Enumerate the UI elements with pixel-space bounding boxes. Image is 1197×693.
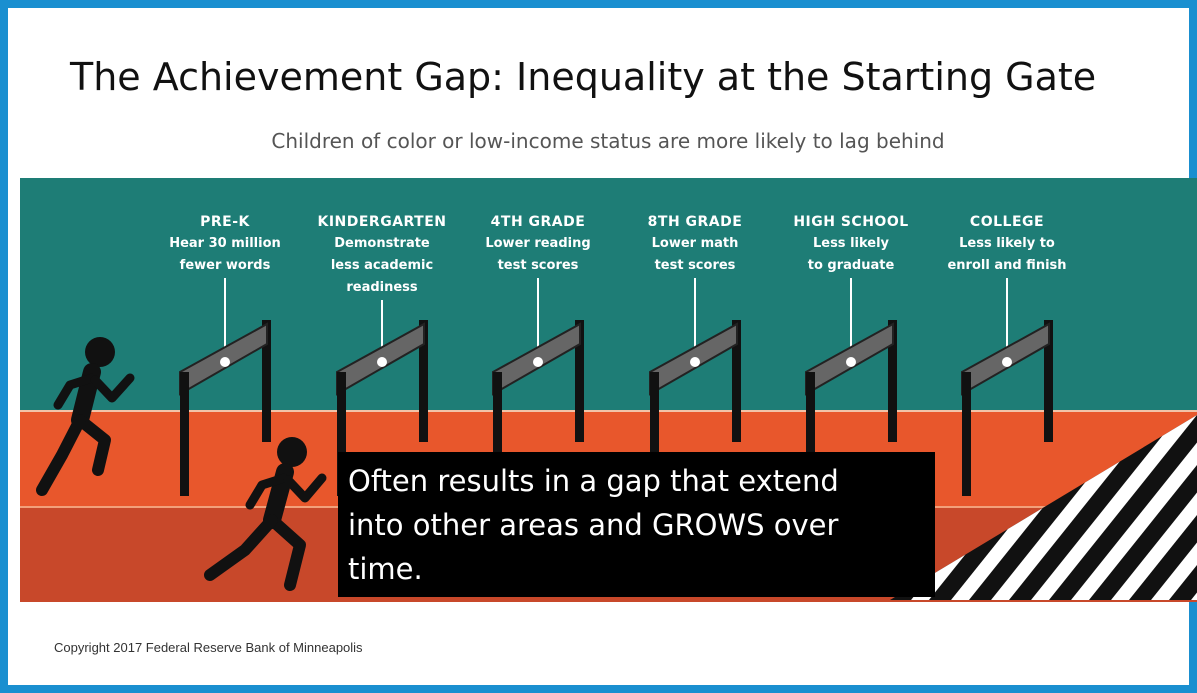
callout: Often results in a gap that extend into o… [348,464,839,586]
title: The Achievement Gap: Inequality at the S… [69,55,1096,99]
callout-box [338,452,935,597]
hurdle-post [262,320,271,442]
hurdle-post [650,372,659,496]
pointer-dot [1002,357,1012,367]
stage-description: to graduate [808,258,895,273]
stage-description: test scores [655,258,736,273]
pointer-dot [377,357,387,367]
stage-description: enroll and finish [947,258,1066,273]
stage-heading: PRE-K [200,214,250,230]
callout-text: into other areas and GROWS over [348,508,839,542]
hurdle-post [806,372,815,496]
hurdle-post [493,372,502,496]
stage-description: less academic [331,258,433,273]
pointer-dot [690,357,700,367]
hurdles: PRE-K Hear 30 million fewer words KINDERGAR… [169,214,1067,496]
stage-heading: HIGH SCHOOL [793,214,908,230]
callout-text: Often results in a gap that extend [348,464,839,498]
pointer-dot [846,357,856,367]
runner [204,437,327,591]
stage-description: readiness [346,280,418,295]
stage-heading: 8TH GRADE [648,214,743,230]
stage-description: Less likely to [959,236,1055,251]
stage-description: Demonstrate [334,236,430,251]
pointer-dot [533,357,543,367]
hurdle-post [575,320,584,442]
runner [36,337,135,496]
stage-description: Lower math [652,236,739,251]
stage-description: Hear 30 million [169,236,281,251]
callout-text: time. [348,552,423,586]
stage-description: Lower reading [485,236,590,251]
hurdle-post [180,372,189,496]
stage-heading: KINDERGARTEN [317,214,446,230]
copyright: Copyright 2017 Federal Reserve Bank of M… [54,640,363,655]
stage-description: Less likely [813,236,890,251]
pointer-dot [220,357,230,367]
hurdle-post [732,320,741,442]
hurdle-post [337,372,346,496]
stage-description: fewer words [180,258,271,273]
hurdle-post [1044,320,1053,442]
subtitle: Children of color or low-income status a… [271,129,944,153]
hurdle-post [962,372,971,496]
stage-heading: COLLEGE [970,214,1044,230]
hurdle-post [419,320,428,442]
hurdle-post [888,320,897,442]
stage-description: test scores [498,258,579,273]
stage-heading: 4TH GRADE [491,214,586,230]
